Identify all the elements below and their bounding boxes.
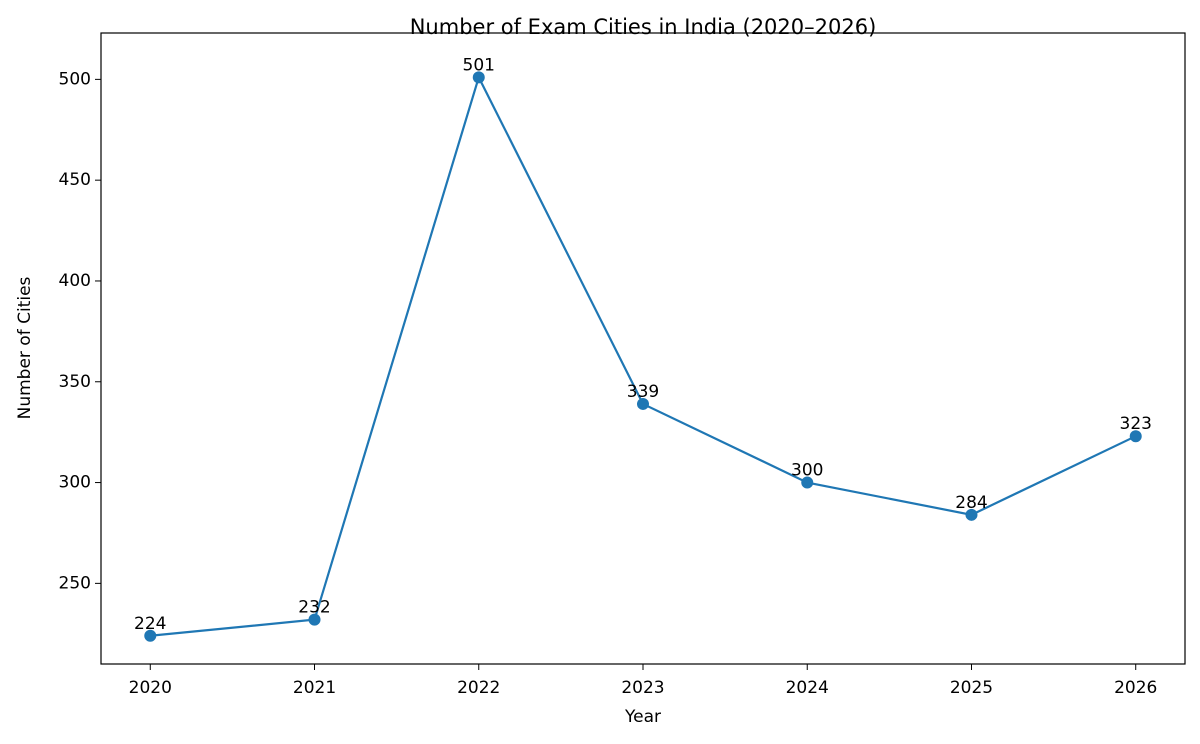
data-label: 300 xyxy=(791,461,823,481)
x-tick-label: 2025 xyxy=(950,678,993,698)
marker xyxy=(965,508,978,521)
y-tick-label: 250 xyxy=(59,573,91,593)
x-tick-label: 2024 xyxy=(786,678,829,698)
data-label: 224 xyxy=(134,614,166,634)
plot-frame xyxy=(100,32,1186,665)
data-label: 339 xyxy=(627,382,659,402)
marker xyxy=(801,476,814,489)
marker xyxy=(472,71,485,84)
marker xyxy=(1129,430,1142,443)
y-tick-label: 450 xyxy=(59,170,91,190)
x-tick-label: 2021 xyxy=(293,678,336,698)
data-label: 323 xyxy=(1120,414,1152,434)
data-label: 232 xyxy=(298,598,330,618)
data-label: 501 xyxy=(463,55,495,75)
y-tick-label: 400 xyxy=(59,271,91,291)
y-axis-label: Number of Cities xyxy=(15,276,35,419)
x-tick-label: 2023 xyxy=(621,678,664,698)
y-tick-label: 300 xyxy=(59,473,91,493)
data-label: 284 xyxy=(955,493,987,513)
x-tick-label: 2026 xyxy=(1114,678,1157,698)
y-tick-label: 500 xyxy=(59,69,91,89)
x-tick-label: 2020 xyxy=(129,678,172,698)
x-axis-label: Year xyxy=(624,707,661,727)
chart-title: Number of Exam Cities in India (2020–202… xyxy=(410,15,877,39)
line xyxy=(150,74,1137,637)
y-tick-label: 350 xyxy=(59,372,91,392)
marker xyxy=(637,397,649,410)
x-tick-label: 2022 xyxy=(457,678,500,698)
marker xyxy=(144,629,157,642)
marker xyxy=(308,613,321,626)
